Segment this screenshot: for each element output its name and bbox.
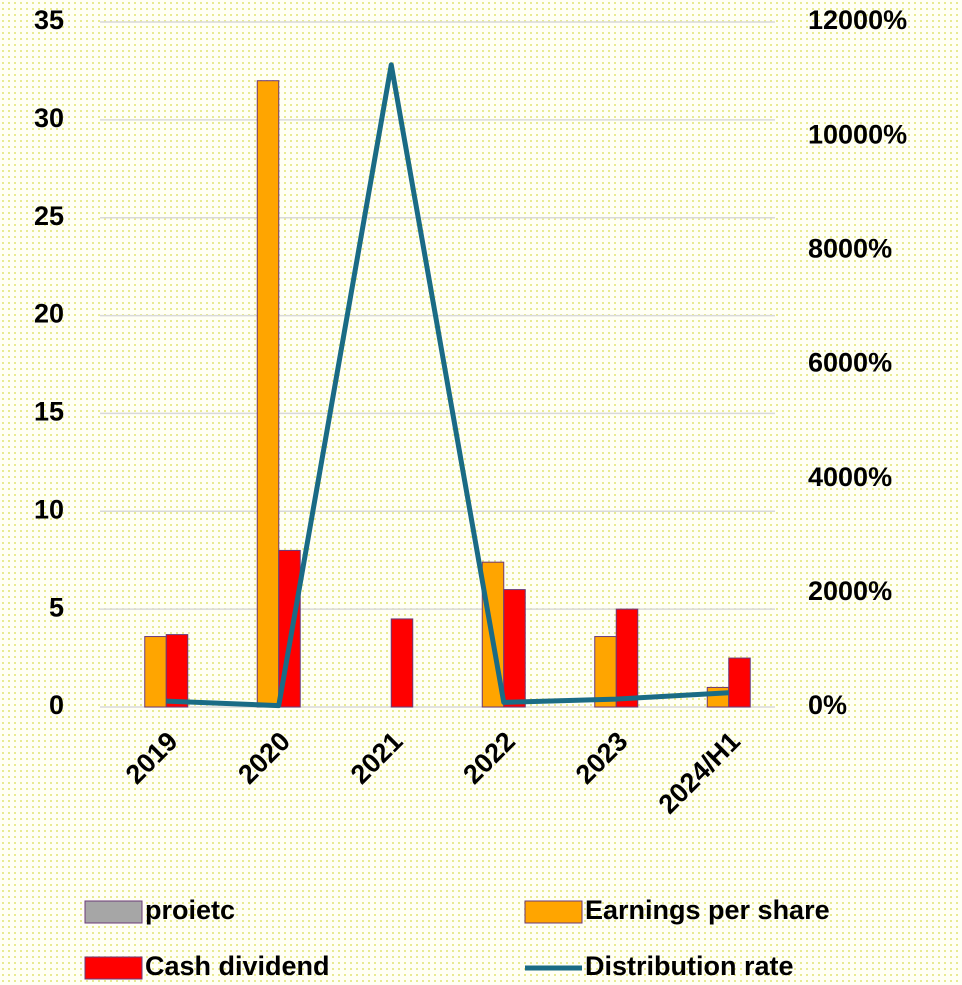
x-tick-label: 2022	[457, 726, 521, 790]
y-tick-label: 20	[34, 299, 64, 329]
bar	[503, 589, 526, 708]
bar	[144, 636, 167, 708]
x-tick-label: 2023	[570, 726, 634, 790]
legend-label: Earnings per share	[585, 895, 830, 925]
x-tick-label: 2019	[120, 726, 184, 790]
y-tick-label: 5	[49, 592, 64, 622]
y-tick-label: 25	[34, 201, 64, 231]
bar	[706, 686, 730, 708]
y2-tick-label: 6000%	[808, 348, 892, 378]
bar	[728, 657, 751, 708]
y2-tick-label: 12000%	[808, 5, 907, 35]
y-tick-label: 30	[34, 103, 64, 133]
bar	[615, 608, 639, 708]
y2-tick-label: 2000%	[808, 576, 892, 606]
x-tick-label: 2020	[232, 726, 296, 790]
bar	[594, 636, 617, 708]
x-tick-label: 2021	[345, 726, 409, 790]
line	[166, 62, 729, 709]
y2-tick-label: 4000%	[808, 462, 892, 492]
y-tick-label: 15	[34, 397, 64, 427]
legend-label: proietc	[145, 895, 235, 925]
bar	[256, 80, 280, 708]
y-tick-label: 35	[34, 5, 64, 35]
bar	[165, 634, 189, 708]
legend-swatch	[84, 956, 143, 980]
bar	[390, 618, 414, 708]
legend-label: Cash dividend	[145, 951, 330, 981]
y-tick-label: 10	[34, 494, 64, 524]
x-tick-label: 2024/H1	[653, 726, 746, 819]
legend-swatch	[524, 900, 583, 924]
legend-swatch	[84, 900, 143, 924]
y2-tick-label: 0%	[808, 690, 847, 720]
y2-tick-label: 8000%	[808, 233, 892, 263]
legend-label: Distribution rate	[585, 951, 794, 981]
y-tick-label: 0	[49, 690, 64, 720]
y2-tick-label: 10000%	[808, 119, 907, 149]
